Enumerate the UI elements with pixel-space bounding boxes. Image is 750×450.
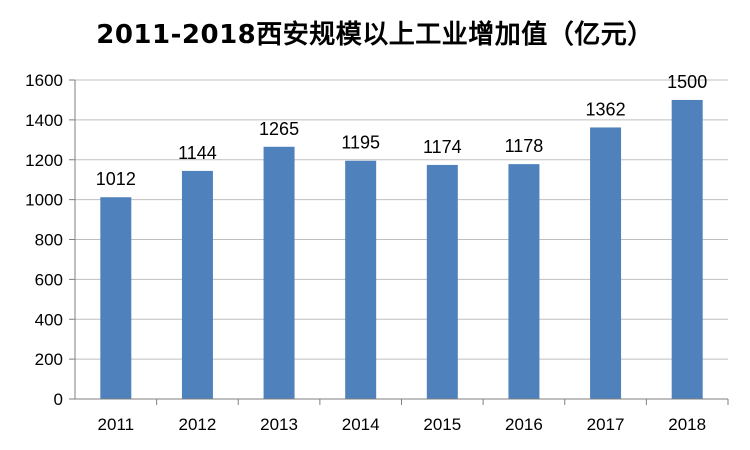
x-tick-label: 2011 [98,415,135,434]
y-tick-label: 1600 [25,71,63,90]
x-tick-label: 2016 [505,415,543,434]
gridlines [75,79,728,360]
chart-title: 2011-2018西安规模以上工业增加值（亿元） [96,20,654,50]
x-tick-label: 2014 [342,415,380,434]
y-tick-label: 800 [35,231,63,250]
x-tick-label: 2012 [179,415,217,434]
x-tick-label: 2018 [668,415,706,434]
y-tick-label: 600 [35,270,63,289]
bar-2014 [345,160,377,399]
data-label: 1362 [586,99,626,119]
x-tick-label: 2015 [423,415,461,434]
y-tick-label: 1200 [25,151,63,170]
y-tick-label: 200 [35,350,63,369]
x-tick-label: 2017 [587,415,625,434]
y-tick-label: 400 [35,310,63,329]
bars [100,99,703,400]
axes [69,79,729,405]
data-label: 1012 [96,169,136,189]
y-tick-label: 0 [54,390,63,409]
data-label: 1265 [259,119,299,139]
data-label: 1195 [341,133,380,153]
bar-2016 [508,164,540,399]
bar-2011 [100,197,132,399]
data-label: 1500 [667,72,707,92]
bar-2012 [181,170,213,399]
bar-2017 [590,127,622,400]
bar-2015 [426,164,458,399]
y-tick-label: 1400 [25,111,63,130]
bar-2013 [263,146,295,399]
x-tick-label: 2013 [260,415,298,434]
data-label: 1144 [178,143,217,163]
y-tick-label: 1000 [25,191,63,210]
data-label: 1178 [505,136,544,156]
data-label: 1174 [423,137,462,157]
labels: 0 200 400 600 800 1000 1200 1400 1600 1012 2011 114… [25,71,707,434]
bar-2018 [671,99,703,399]
